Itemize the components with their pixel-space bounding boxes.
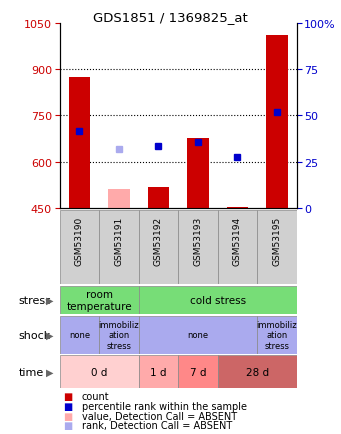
Text: room
temperature: room temperature: [66, 290, 132, 311]
Bar: [139, 316, 257, 354]
Bar: [139, 355, 178, 388]
Bar: [218, 355, 297, 388]
Text: GSM53190: GSM53190: [75, 217, 84, 266]
Text: ■: ■: [63, 401, 72, 411]
Text: stress: stress: [19, 296, 51, 306]
Text: time: time: [19, 367, 44, 377]
Text: 28 d: 28 d: [246, 367, 269, 377]
Text: GDS1851 / 1369825_at: GDS1851 / 1369825_at: [93, 11, 248, 24]
Bar: [108, 190, 130, 208]
Bar: [60, 355, 139, 388]
Bar: [266, 36, 288, 208]
Text: immobiliz
ation
stress: immobiliz ation stress: [257, 320, 297, 350]
Bar: [60, 286, 139, 315]
Text: ■: ■: [63, 420, 72, 430]
Text: GSM53191: GSM53191: [115, 217, 123, 266]
Text: ▶: ▶: [46, 296, 53, 306]
Text: none: none: [69, 330, 90, 339]
Text: ■: ■: [63, 391, 72, 401]
Text: none: none: [187, 330, 208, 339]
Text: GSM53193: GSM53193: [193, 217, 203, 266]
Text: immobiliz
ation
stress: immobiliz ation stress: [99, 320, 139, 350]
Text: ▶: ▶: [46, 367, 53, 377]
Text: GSM53194: GSM53194: [233, 217, 242, 266]
Text: cold stress: cold stress: [190, 296, 246, 306]
Text: 7 d: 7 d: [190, 367, 206, 377]
Text: value, Detection Call = ABSENT: value, Detection Call = ABSENT: [82, 411, 237, 421]
Bar: [178, 210, 218, 284]
Text: shock: shock: [19, 330, 51, 340]
Text: GSM53195: GSM53195: [272, 217, 281, 266]
Bar: [148, 188, 169, 208]
Text: 1 d: 1 d: [150, 367, 167, 377]
Bar: [257, 316, 297, 354]
Bar: [69, 77, 90, 208]
Bar: [139, 210, 178, 284]
Bar: [60, 210, 99, 284]
Bar: [99, 210, 139, 284]
Bar: [257, 210, 297, 284]
Bar: [99, 316, 139, 354]
Text: count: count: [82, 391, 109, 401]
Bar: [178, 355, 218, 388]
Bar: [139, 286, 297, 315]
Text: percentile rank within the sample: percentile rank within the sample: [82, 401, 247, 411]
Text: ■: ■: [63, 411, 72, 421]
Text: 0 d: 0 d: [91, 367, 107, 377]
Text: ▶: ▶: [46, 330, 53, 340]
Text: GSM53192: GSM53192: [154, 217, 163, 266]
Bar: [60, 316, 99, 354]
Bar: [187, 139, 209, 208]
Bar: [226, 207, 248, 208]
Bar: [218, 210, 257, 284]
Text: rank, Detection Call = ABSENT: rank, Detection Call = ABSENT: [82, 420, 232, 430]
